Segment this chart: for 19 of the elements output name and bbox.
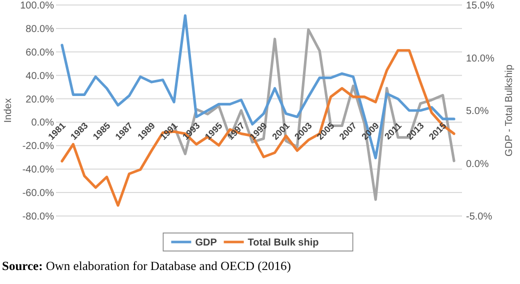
y2-tick-label: -5.0% xyxy=(466,212,492,222)
y-tick-label: -20.0% xyxy=(22,141,54,152)
y2-tick-label: 10.0% xyxy=(466,53,494,64)
y-tick-label: -80.0% xyxy=(22,212,54,222)
source-note: Source: Own elaboration for Database and OECD (2016) xyxy=(2,259,291,273)
legend-label: GDP xyxy=(195,238,218,248)
y-tick-label: 60.0% xyxy=(26,47,54,58)
y-tick-label: 40.0% xyxy=(26,70,54,82)
y2-tick-label: 15.0% xyxy=(466,0,494,12)
y2-axis-title: GDP - Total Bulkship xyxy=(504,64,515,156)
y-axis-title: Index xyxy=(3,98,14,123)
y2-tick-label: 5.0% xyxy=(466,106,489,117)
y-tick-label: 20.0% xyxy=(26,94,54,106)
y-tick-label: -40.0% xyxy=(22,164,54,176)
y-tick-label: -60.0% xyxy=(22,188,54,200)
y-tick-label: 100.0% xyxy=(20,0,54,12)
legend-label: Total Bulk ship xyxy=(248,238,319,248)
y-tick-label: 80.0% xyxy=(26,24,54,35)
y2-tick-label: 0.0% xyxy=(466,158,489,170)
